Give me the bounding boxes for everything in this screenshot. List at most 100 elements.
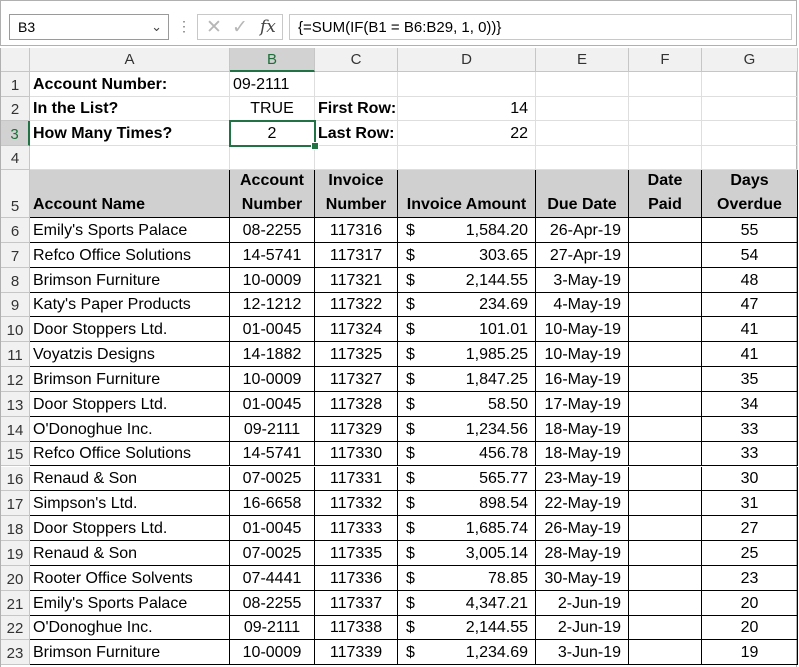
table-cell-inv[interactable]: 117325 — [315, 342, 398, 368]
table-cell-acct[interactable]: 09-2111 — [230, 416, 315, 442]
table-cell-name[interactable]: Door Stoppers Ltd. — [30, 516, 230, 542]
row-header-13[interactable]: 13 — [1, 391, 30, 417]
table-cell-due[interactable]: 18-May-19 — [536, 441, 629, 467]
table-cell-amt[interactable]: 1,234.69 $ — [398, 640, 536, 666]
how-many-value[interactable]: 2 — [230, 121, 315, 146]
table-cell-days[interactable]: 35 — [702, 367, 798, 392]
in-list-value[interactable]: TRUE — [230, 96, 315, 121]
table-cell-acct[interactable]: 01-0045 — [230, 317, 315, 343]
table-cell-inv[interactable]: 117331 — [315, 466, 398, 492]
table-cell-inv[interactable]: 117324 — [315, 317, 398, 343]
fill-handle[interactable] — [311, 141, 319, 150]
insert-function-icon[interactable]: fx — [260, 17, 276, 37]
table-cell-acct[interactable]: 08-2255 — [230, 590, 315, 616]
table-header-d[interactable]: Invoice Amount — [398, 170, 536, 218]
formula-input[interactable]: {=SUM(IF(B1 = B6:B29, 1, 0))} — [289, 14, 792, 40]
table-cell-days[interactable]: 27 — [702, 516, 798, 542]
table-cell-amt[interactable]: 456.78 $ — [398, 441, 536, 467]
row-header-9[interactable]: 9 — [1, 292, 30, 318]
row-header-12[interactable]: 12 — [1, 367, 30, 392]
cell-g4[interactable] — [702, 145, 798, 170]
table-cell-days[interactable]: 41 — [702, 342, 798, 368]
table-cell-days[interactable]: 25 — [702, 541, 798, 566]
table-cell-paid[interactable] — [629, 267, 702, 293]
row-header-14[interactable]: 14 — [1, 416, 30, 442]
table-cell-inv[interactable]: 117338 — [315, 615, 398, 641]
table-cell-days[interactable]: 23 — [702, 565, 798, 591]
table-cell-name[interactable]: Simpson's Ltd. — [30, 491, 230, 517]
table-cell-paid[interactable] — [629, 491, 702, 517]
column-header-d[interactable]: D — [398, 48, 536, 72]
table-cell-acct[interactable]: 10-0009 — [230, 367, 315, 392]
table-cell-acct[interactable]: 09-2111 — [230, 615, 315, 641]
table-cell-name[interactable]: Brimson Furniture — [30, 267, 230, 293]
table-header-f[interactable]: Date Paid — [629, 170, 702, 218]
row-header-15[interactable]: 15 — [1, 441, 30, 467]
cell-g2[interactable] — [702, 96, 798, 121]
table-cell-paid[interactable] — [629, 565, 702, 591]
table-header-c[interactable]: Invoice Number — [315, 170, 398, 218]
table-cell-amt[interactable]: 1,234.56 $ — [398, 416, 536, 442]
table-cell-acct[interactable]: 01-0045 — [230, 391, 315, 417]
table-cell-due[interactable]: 26-May-19 — [536, 516, 629, 542]
table-cell-name[interactable]: Katy's Paper Products — [30, 292, 230, 318]
table-cell-name[interactable]: Brimson Furniture — [30, 640, 230, 666]
table-cell-due[interactable]: 3-May-19 — [536, 267, 629, 293]
table-cell-days[interactable]: 31 — [702, 491, 798, 517]
table-cell-paid[interactable] — [629, 317, 702, 343]
table-cell-amt[interactable]: 78.85 $ — [398, 565, 536, 591]
table-cell-paid[interactable] — [629, 516, 702, 542]
row-header-6[interactable]: 6 — [1, 218, 30, 243]
table-cell-due[interactable]: 4-May-19 — [536, 292, 629, 318]
table-cell-inv[interactable]: 117329 — [315, 416, 398, 442]
table-header-b[interactable]: Account Number — [230, 170, 315, 218]
row-header-5[interactable]: 5 — [1, 170, 30, 218]
table-cell-amt[interactable]: 234.69 $ — [398, 292, 536, 318]
table-cell-due[interactable]: 22-May-19 — [536, 491, 629, 517]
table-cell-inv[interactable]: 117317 — [315, 242, 398, 268]
table-cell-paid[interactable] — [629, 541, 702, 566]
cell-e3[interactable] — [536, 121, 629, 146]
table-cell-paid[interactable] — [629, 218, 702, 243]
table-cell-inv[interactable]: 117330 — [315, 441, 398, 467]
last-row-value[interactable]: 22 — [398, 121, 536, 146]
table-cell-amt[interactable]: 1,685.74 $ — [398, 516, 536, 542]
table-cell-due[interactable]: 10-May-19 — [536, 317, 629, 343]
table-cell-paid[interactable] — [629, 367, 702, 392]
table-cell-name[interactable]: Rooter Office Solvents — [30, 565, 230, 591]
table-header-e[interactable]: Due Date — [536, 170, 629, 218]
cell-g3[interactable] — [702, 121, 798, 146]
cell-f2[interactable] — [629, 96, 702, 121]
table-header-g[interactable]: Days Overdue — [702, 170, 798, 218]
table-cell-acct[interactable]: 10-0009 — [230, 640, 315, 666]
row-header-21[interactable]: 21 — [1, 590, 30, 616]
table-cell-days[interactable]: 34 — [702, 391, 798, 417]
table-cell-acct[interactable]: 07-4441 — [230, 565, 315, 591]
table-cell-days[interactable]: 47 — [702, 292, 798, 318]
table-cell-inv[interactable]: 117333 — [315, 516, 398, 542]
table-cell-name[interactable]: Door Stoppers Ltd. — [30, 317, 230, 343]
column-header-a[interactable]: A — [30, 48, 230, 72]
table-cell-name[interactable]: Renaud & Son — [30, 541, 230, 566]
table-cell-acct[interactable]: 14-5741 — [230, 242, 315, 268]
table-cell-days[interactable]: 20 — [702, 615, 798, 641]
table-cell-days[interactable]: 48 — [702, 267, 798, 293]
row-header-4[interactable]: 4 — [1, 145, 30, 170]
table-cell-inv[interactable]: 117335 — [315, 541, 398, 566]
table-cell-paid[interactable] — [629, 615, 702, 641]
cell-g1[interactable] — [702, 72, 798, 97]
table-cell-name[interactable]: Emily's Sports Palace — [30, 218, 230, 243]
table-cell-due[interactable]: 2-Jun-19 — [536, 590, 629, 616]
first-row-value[interactable]: 14 — [398, 96, 536, 121]
table-cell-amt[interactable]: 2,144.55 $ — [398, 615, 536, 641]
cell-e2[interactable] — [536, 96, 629, 121]
cell-c4[interactable] — [315, 145, 398, 170]
table-cell-acct[interactable]: 10-0009 — [230, 267, 315, 293]
table-cell-amt[interactable]: 565.77 $ — [398, 466, 536, 492]
table-cell-days[interactable]: 33 — [702, 441, 798, 467]
table-cell-amt[interactable]: 58.50 $ — [398, 391, 536, 417]
table-cell-inv[interactable]: 117321 — [315, 267, 398, 293]
cell-f4[interactable] — [629, 145, 702, 170]
table-cell-due[interactable]: 26-Apr-19 — [536, 218, 629, 243]
table-cell-name[interactable]: O'Donoghue Inc. — [30, 615, 230, 641]
